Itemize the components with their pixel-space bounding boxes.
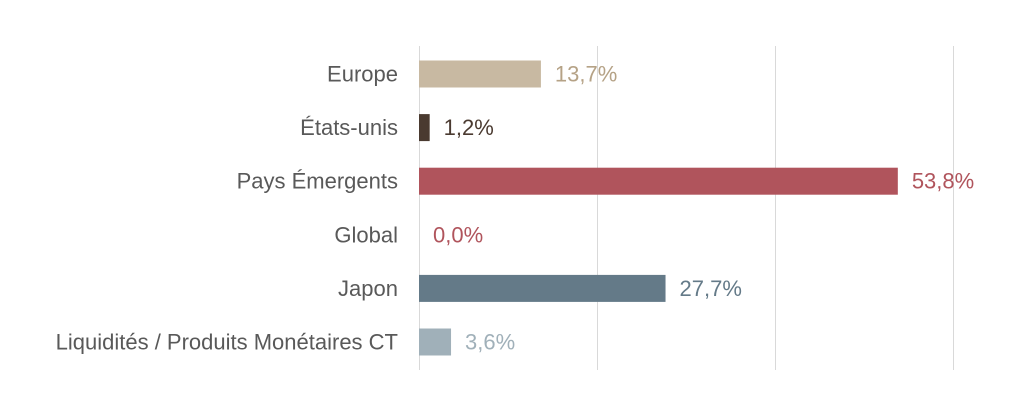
bar — [419, 60, 541, 88]
value-label: 0,0% — [433, 222, 483, 247]
value-label: 53,8% — [912, 169, 974, 194]
labels: Europe 13,7% États-unis 1,2% Pays Émergents 5… — [56, 62, 975, 355]
bar — [419, 328, 452, 356]
category-label: Japon — [338, 276, 398, 301]
category-label: Pays Émergents — [237, 169, 398, 194]
category-label: Europe — [327, 62, 398, 87]
category-label: États-unis — [300, 115, 398, 140]
value-label: 27,7% — [680, 276, 742, 301]
value-label: 3,6% — [465, 330, 515, 355]
bar — [419, 167, 898, 195]
bar — [419, 114, 430, 142]
bar — [419, 274, 666, 302]
category-label: Liquidités / Produits Monétaires CT — [56, 330, 398, 355]
gridlines — [419, 46, 954, 370]
value-label: 13,7% — [555, 62, 617, 87]
value-label: 1,2% — [444, 115, 494, 140]
category-label: Global — [334, 222, 398, 247]
bars — [419, 60, 898, 356]
